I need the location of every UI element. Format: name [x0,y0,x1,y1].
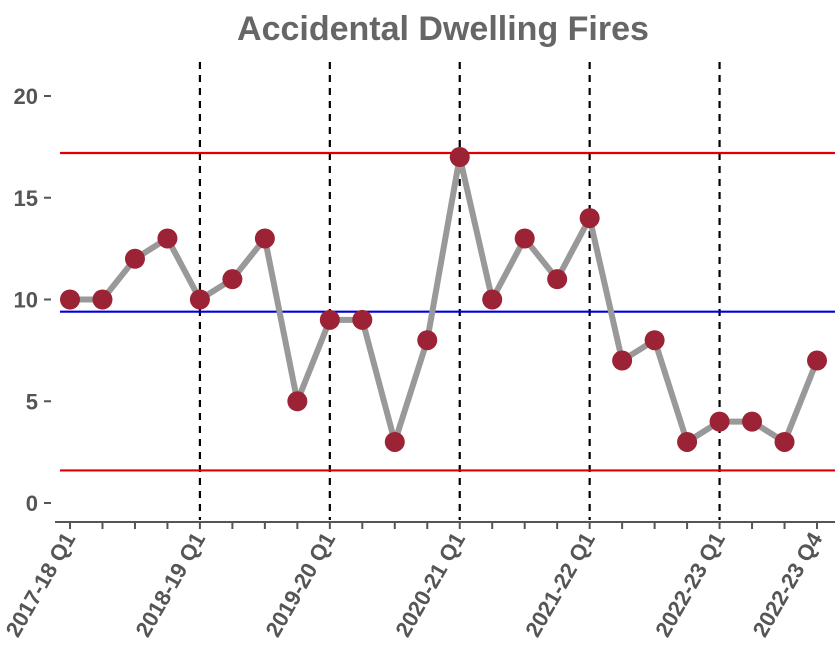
data-point [742,411,763,432]
data-point [319,309,340,330]
reference-lines [60,62,835,520]
data-point [92,289,113,310]
data-point [124,248,145,269]
series [60,147,827,452]
chart-title: Accidental Dwelling Fires [237,10,649,48]
data-point [709,411,730,432]
data-point [612,350,633,371]
data-point [384,431,405,452]
data-point [547,269,568,290]
data-point [417,330,438,351]
data-point [60,289,80,310]
data-point [189,289,210,310]
data-point [157,228,178,249]
data-point [482,289,503,310]
data-point [579,208,600,229]
data-point [644,330,665,351]
data-point [287,391,308,412]
data-point [514,228,535,249]
x-tick-label: 2022-23 Q4 [748,527,828,641]
data-point [677,431,698,452]
y-tick-label: 5 [26,389,38,414]
data-point [774,431,795,452]
x-tick-label: 2022-23 Q1 [650,528,730,641]
x-axis: 2017-18 Q1 2018-19 Q1 2019-20 Q1 2020-21 Q1… [1,521,835,641]
data-point [352,309,373,330]
x-tick-label: 2018-19 Q1 [130,528,210,641]
x-tick-label: 2019-20 Q1 [260,528,340,641]
x-tick-label: 2020-21 Q1 [390,528,470,641]
x-tick-label: 2017-18 Q1 [1,528,81,641]
y-tick-label: 15 [14,186,38,211]
y-tick-label: 20 [14,84,38,109]
y-axis: 0 5 10 15 20 [14,84,51,516]
data-point [222,269,243,290]
data-point [449,147,470,168]
series-line [67,154,820,445]
y-tick-label: 10 [14,288,38,313]
y-tick-label: 0 [26,491,38,516]
data-point [254,228,275,249]
data-point [807,350,827,371]
x-tick-label: 2021-22 Q1 [520,528,600,641]
